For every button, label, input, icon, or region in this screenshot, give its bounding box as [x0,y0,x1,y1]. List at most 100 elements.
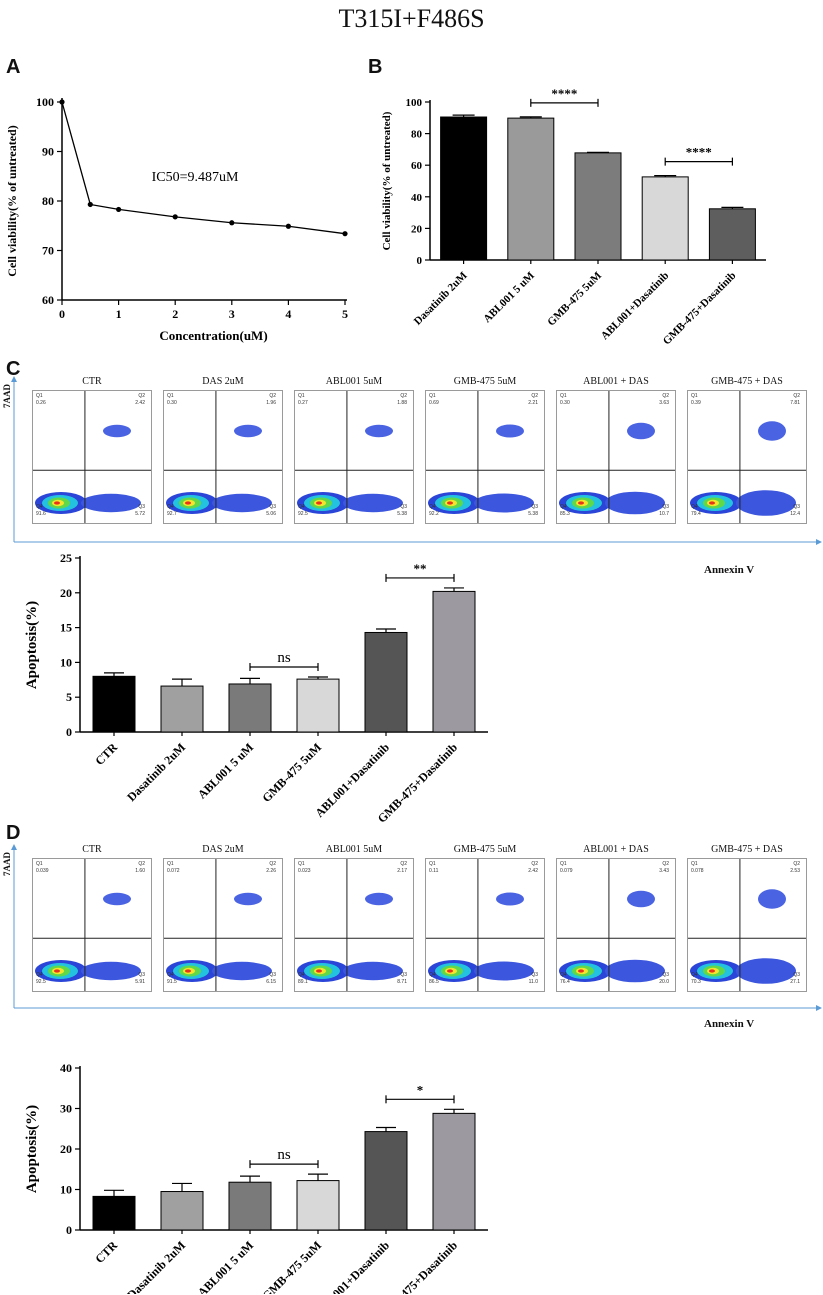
chart-d-significance-label: * [417,1082,424,1097]
flow-c-apoptotic-cloud [212,493,272,513]
flow-c-q3-value: 5.72 [135,511,145,517]
chart-c-bar [432,590,476,733]
chart-a-y-tick-label: 80 [42,194,54,208]
flow-c-q3-name: Q3 [138,504,145,510]
chart-a-series-line [61,101,346,235]
chart-a-ic50-annotation: IC50=9.487uM [152,170,239,185]
chart-d-category-label: Dasatinib 2uM [124,1238,188,1294]
flow-d-q1-value: 0.11 [429,868,439,874]
flow-d-q1-name: Q1 [36,861,43,867]
chart-b-bar [507,117,555,261]
flow-d-scatter-plot: Q1 0.039 Q2 1.60 Q4 92.5 Q3 5.91 [32,858,152,992]
flow-d-q1-value: 0.023 [298,868,311,874]
chart-b-category-label: GMB-475 5uM [545,269,604,328]
chart-b-significance-label: **** [551,86,577,101]
chart-a-data-point [116,206,122,213]
flow-c-q1-value: 0.26 [36,400,46,406]
flow-d-population-peak [185,969,191,973]
chart-d-bar [296,1180,340,1231]
chart-d-category-label: GMB-475 5uM [259,1238,324,1294]
flow-d-q4-name: Q4 [560,972,567,978]
chart-d-bar-chart: 0 10 20 30 40 CTR Dasatinib 2uM ABL001 5 uM GMB-… [24,1061,488,1294]
flow-d-q3-name: Q3 [662,972,669,978]
flow-c-q2-name: Q2 [793,393,800,399]
chart-b-category-label: ABL001+Dasatinib [599,270,672,343]
flow-c-late-apoptotic-cloud [496,424,524,438]
flow-c-population-peak [578,501,584,505]
chart-c-y-tick-label: 20 [60,586,72,600]
flow-c-panel-title: ABL001 + DAS [583,376,649,387]
flow-d-q2-name: Q2 [531,861,538,867]
flow-c-q3-name: Q3 [269,504,276,510]
flow-d-q4-name: Q4 [429,972,436,978]
flow-c-panel: GMB-475 5uM Q1 0.69 Q2 2.21 Q4 92.2 Q3 5.38 [425,376,553,536]
flow-d-q3-value: 8.71 [397,979,407,985]
flow-c-panel-title: GMB-475 5uM [453,376,517,387]
flow-c-q4-value: 92.2 [429,511,439,517]
flow-d-q2-value: 2.17 [397,868,407,874]
flow-d-apoptotic-cloud [605,959,665,983]
flow-c-q3-value: 5.38 [397,511,407,517]
flow-c-scatter-svg [33,391,151,523]
flow-d-q4-value: 86.5 [429,979,439,985]
flow-c-q4-value: 91.6 [36,511,46,517]
flow-d-q2-name: Q2 [138,861,145,867]
flow-d-scatter-svg [295,859,413,991]
flow-c-q2-value: 1.88 [397,400,407,406]
flow-d-population-peak [709,969,715,973]
flow-d-q3-name: Q3 [269,972,276,978]
flow-d-late-apoptotic-cloud [365,892,393,906]
flow-c-q4-name: Q4 [167,504,174,510]
flow-d-scatter-svg [426,859,544,991]
chart-c-significance-label: ns [277,650,291,666]
flow-c-q3-name: Q3 [531,504,538,510]
flow-d-q3-value: 27.1 [790,979,800,985]
chart-a-data-point [229,220,235,226]
flow-d-q1-value: 0.079 [560,868,573,874]
chart-d-bar [432,1112,476,1231]
chart-b-y-tick-label: 20 [411,223,423,235]
chart-b-category-label: Dasatinib 2uM [412,269,470,327]
flow-c-q1-name: Q1 [560,393,567,399]
chart-d-category-label: ABL001 5 uM [195,1238,256,1294]
flow-d-q4-name: Q4 [167,972,174,978]
flow-d-y-arrowhead [11,844,17,850]
chart-c-y-axis-title: Apoptosis(%) [24,601,40,689]
chart-b-category-label: GMB-475+Dasatinib [661,270,739,348]
chart-c-category-label: CTR [92,740,120,768]
flow-d-q2-name: Q2 [269,861,276,867]
chart-b-bar [440,116,488,261]
flow-c-scatter-svg [688,391,806,523]
chart-b-bar [708,208,756,261]
chart-d-bar [92,1195,136,1231]
flow-d-q1-value: 0.072 [167,868,180,874]
flow-c-q2-value: 3.63 [659,400,669,406]
chart-b-y-tick-label: 100 [406,97,423,109]
flow-c-q3-name: Q3 [400,504,407,510]
flow-d-panel: GMB-475 5uM Q1 0.11 Q2 2.42 Q4 86.5 Q3 11.0 [425,844,553,1004]
flow-d-scatter-plot: Q1 0.072 Q2 2.26 Q4 91.5 Q3 6.15 [163,858,283,992]
flow-c-q2-name: Q2 [662,393,669,399]
flow-d-q2-value: 2.42 [528,868,538,874]
chart-d-y-tick-label: 40 [60,1061,72,1075]
flow-d-q2-value: 1.60 [135,868,145,874]
flow-d-q1-name: Q1 [298,861,305,867]
flow-c-y-arrowhead [11,376,17,382]
chart-d-category-label: ABL001+Dasatinib [312,1238,392,1294]
chart-c-category-label: Dasatinib 2uM [124,740,188,804]
flow-c-q1-value: 0.30 [167,400,177,406]
chart-a-x-axis-title: Concentration(uM) [159,328,267,343]
flow-d-axis-arrows [11,844,822,1011]
chart-a-y-tick-label: 100 [36,95,54,109]
flow-d-scatter-svg [164,859,282,991]
flow-d-apoptotic-cloud [736,958,796,984]
panel-letter-a: A [6,56,21,78]
chart-b-y-axis-title: Cell viability(% of untreated) [381,111,393,250]
flow-d-population-peak [578,969,584,973]
flow-c-q1-value: 0.69 [429,400,439,406]
flow-d-q3-value: 11.0 [528,979,538,985]
chart-d-bar [228,1181,272,1231]
flow-d-scatter-plot: Q1 0.078 Q2 2.53 Q4 70.3 Q3 27.1 [687,858,807,992]
chart-d-bar [160,1191,204,1231]
